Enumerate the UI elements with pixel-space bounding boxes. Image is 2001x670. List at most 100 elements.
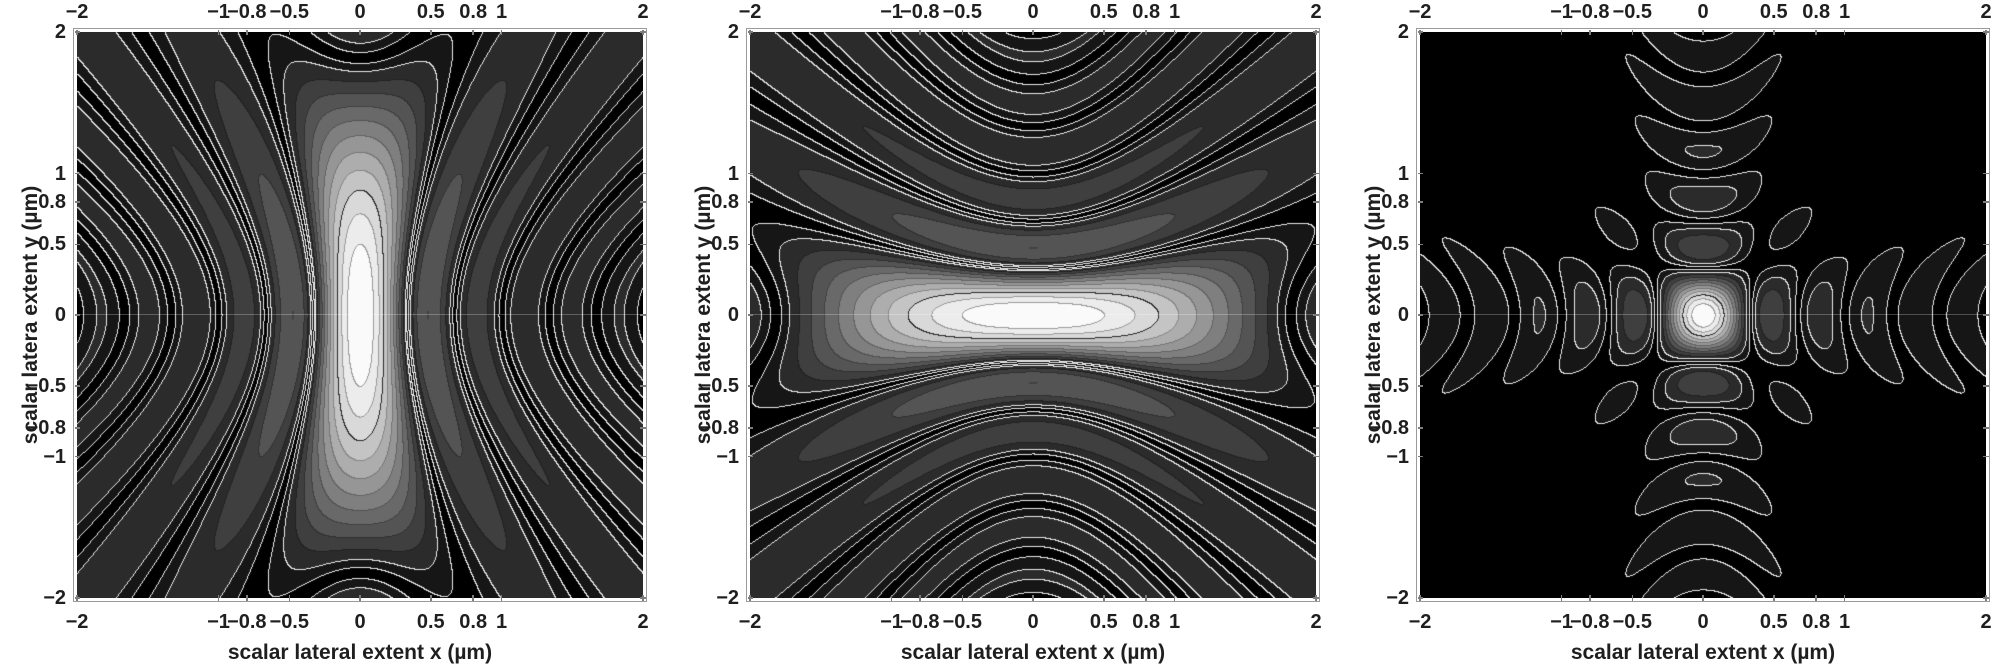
tick-mark [1983, 597, 1989, 599]
tick-mark [1313, 201, 1319, 203]
tick-mark [1560, 595, 1563, 601]
x-tick-label-top: 2 [1310, 1, 1322, 23]
tick-mark [890, 595, 893, 601]
y-tick-label: 2 [727, 21, 739, 43]
plot-panel-1: scalar lateral extent x (µm) scalar late… [19, 1, 649, 664]
tick-mark [1313, 243, 1319, 245]
tick-mark [1843, 595, 1846, 601]
tick-mark [1843, 29, 1846, 35]
tick-mark [961, 595, 963, 601]
x-tick-label-top: −0.5 [1612, 1, 1652, 23]
tick-mark [640, 31, 646, 33]
x-tick-label-bottom: 0.5 [1759, 611, 1788, 633]
tick-mark [747, 243, 753, 245]
contour-canvas-2 [750, 32, 1316, 598]
y-tick-label: 1 [1397, 162, 1409, 185]
x-tick-label-bottom: 0.8 [459, 611, 488, 633]
tick-mark [747, 31, 753, 33]
tick-mark [1983, 172, 1989, 175]
x-tick-label-top: 0.5 [416, 1, 445, 23]
x-tick-label-top: −0.8 [1570, 1, 1610, 23]
contour-canvas-3 [1420, 32, 1986, 598]
y-tick-label: 2 [1397, 21, 1409, 43]
x-tick-label-top: −2 [65, 1, 89, 23]
x-tick-label-bottom: −0.5 [1612, 611, 1652, 633]
y-tick-label: −0.5 [26, 374, 66, 397]
tick-mark [1417, 201, 1423, 203]
x-tick-label-top: 0.5 [1759, 1, 1788, 23]
x-tick-label-top: −1 [207, 1, 230, 23]
y-tick-label: 2 [54, 21, 66, 43]
x-tick-label-top: −0.5 [942, 1, 982, 23]
tick-mark [74, 314, 80, 316]
x-tick-label-top: 0.8 [1802, 1, 1831, 23]
y-tick-label: −0.5 [1369, 374, 1409, 397]
y-tick-label: 0.5 [711, 233, 739, 256]
tick-mark [1983, 455, 1989, 458]
x-tick-label-bottom: 1 [495, 611, 508, 633]
x-tick-label-top: 0 [1697, 1, 1709, 23]
plot-panel-3: scalar lateral extent x (µm) scalar late… [1362, 1, 1992, 664]
tick-mark [890, 29, 893, 35]
y-tick-label: −0.8 [1369, 417, 1409, 440]
y-tick-label: 0.5 [1381, 233, 1409, 256]
tick-mark [1313, 455, 1319, 458]
tick-mark [74, 427, 80, 429]
tick-mark [74, 201, 80, 203]
y-tick-label: −0.8 [26, 417, 66, 440]
plot-frame [73, 28, 647, 602]
tick-mark [1313, 314, 1319, 316]
tick-mark [747, 427, 753, 429]
tick-mark [1173, 595, 1176, 601]
x-tick-label-top: 2 [1980, 1, 1992, 23]
x-tick-label-bottom: −1 [1550, 611, 1573, 633]
tick-mark [1417, 172, 1423, 175]
x-tick-label-top: −2 [1408, 1, 1432, 23]
tick-mark [1702, 595, 1704, 601]
x-tick-label-bottom: 2 [1310, 611, 1322, 633]
tick-mark [500, 29, 503, 35]
y-tick-label: −2 [1386, 587, 1409, 609]
tick-mark [961, 29, 963, 35]
y-tick-label: 0.5 [38, 233, 66, 256]
tick-mark [1773, 595, 1775, 601]
x-tick-label-bottom: −2 [738, 611, 762, 633]
tick-mark [747, 455, 753, 458]
x-tick-label-bottom: 0.5 [1089, 611, 1118, 633]
tick-mark [1983, 314, 1989, 316]
tick-mark [747, 201, 753, 203]
tick-mark [640, 201, 646, 203]
tick-mark [74, 172, 80, 175]
tick-mark [1589, 29, 1591, 35]
tick-mark [1983, 31, 1989, 33]
tick-mark [246, 29, 248, 35]
x-tick-label-top: 1 [1168, 1, 1181, 23]
tick-mark [747, 597, 753, 599]
x-tick-label-top: 2 [637, 1, 649, 23]
tick-mark [359, 29, 361, 35]
tick-mark [919, 29, 921, 35]
tick-mark [1313, 427, 1319, 429]
x-tick-label-top: −0.8 [227, 1, 267, 23]
y-tick-label: 1 [727, 162, 739, 185]
y-tick-label: 0 [1397, 304, 1409, 326]
tick-mark [747, 172, 753, 175]
tick-mark [1313, 172, 1319, 175]
tick-mark [430, 595, 432, 601]
tick-mark [430, 29, 432, 35]
x-tick-label-bottom: −0.5 [942, 611, 982, 633]
tick-mark [640, 385, 646, 387]
x-tick-label-bottom: 0 [354, 611, 366, 633]
y-tick-label: 0 [727, 304, 739, 326]
tick-mark [919, 595, 921, 601]
x-tick-label-top: 0 [354, 1, 366, 23]
x-tick-label-bottom: 2 [637, 611, 649, 633]
x-tick-label-top: 0.8 [459, 1, 488, 23]
tick-mark [1145, 29, 1147, 35]
y-tick-label: −0.8 [699, 417, 739, 440]
x-tick-label-bottom: −1 [880, 611, 903, 633]
y-tick-label: 0 [54, 304, 66, 326]
tick-mark [74, 243, 80, 245]
x-tick-label-top: 1 [1838, 1, 1851, 23]
